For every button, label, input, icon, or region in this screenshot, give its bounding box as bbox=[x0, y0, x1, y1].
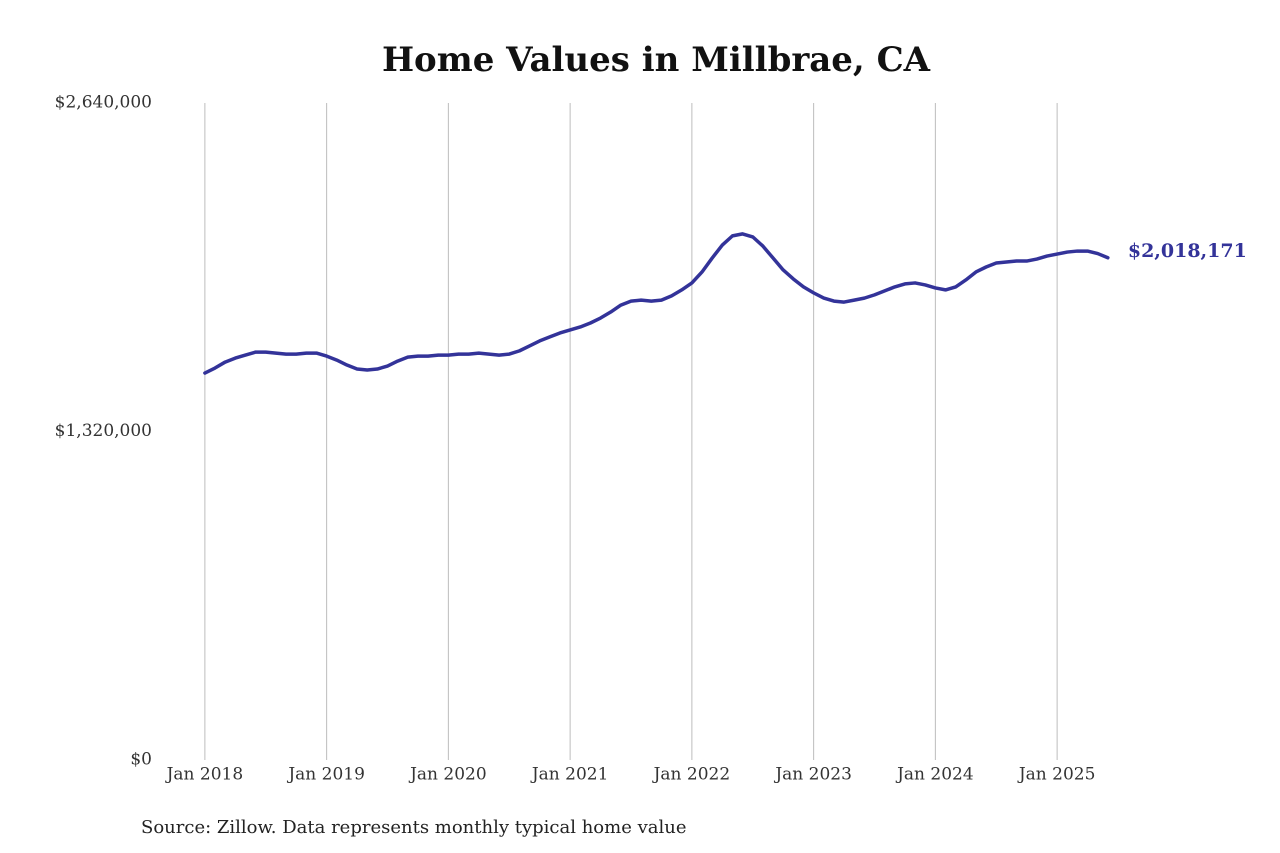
value-label: $2,018,171 bbox=[1128, 240, 1247, 262]
data-line bbox=[203, 232, 1110, 375]
y-tick-label: $0 bbox=[130, 750, 152, 770]
chart-title: Home Values in Millbrae, CA bbox=[382, 40, 931, 80]
x-tick-label: Jan 2023 bbox=[773, 765, 852, 785]
x-tick-label: Jan 2020 bbox=[408, 765, 487, 785]
y-tick-label: $1,320,000 bbox=[55, 421, 152, 441]
y-tick-label: $2,640,000 bbox=[55, 93, 152, 113]
x-tick-label: Jan 2022 bbox=[652, 765, 731, 785]
x-tick-label: Jan 2021 bbox=[530, 765, 609, 785]
x-tick-label: Jan 2025 bbox=[1017, 765, 1096, 785]
x-tick-label: Jan 2019 bbox=[286, 765, 365, 785]
source-note: Source: Zillow. Data represents monthly … bbox=[141, 817, 687, 838]
x-tick-label: Jan 2024 bbox=[895, 765, 974, 785]
x-tick-label: Jan 2018 bbox=[165, 765, 244, 785]
